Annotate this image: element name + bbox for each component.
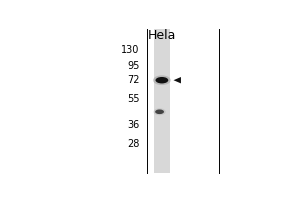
Ellipse shape	[155, 109, 164, 114]
Text: Hela: Hela	[148, 29, 176, 42]
Text: 95: 95	[128, 61, 140, 71]
Polygon shape	[173, 77, 181, 83]
Text: 72: 72	[127, 75, 140, 85]
Text: 36: 36	[128, 120, 140, 130]
Ellipse shape	[153, 108, 166, 115]
Text: 130: 130	[122, 45, 140, 55]
Text: 28: 28	[128, 139, 140, 149]
Text: 55: 55	[127, 94, 140, 104]
Bar	[154, 29, 170, 173]
Ellipse shape	[153, 75, 171, 85]
Ellipse shape	[155, 77, 168, 83]
